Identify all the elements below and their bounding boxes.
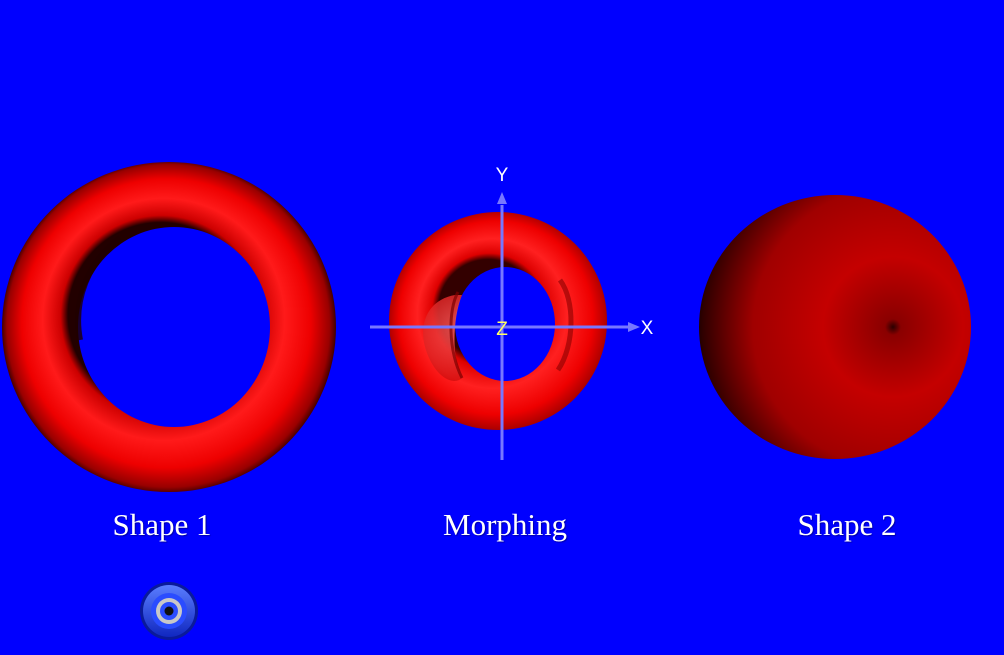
select-shape-button[interactable] xyxy=(139,581,199,641)
morphing-torus xyxy=(389,212,607,430)
y-arrow-icon xyxy=(497,192,507,204)
shape2-label: Shape 2 xyxy=(797,507,897,542)
shape1-label: Shape 1 xyxy=(112,507,212,542)
axes-gizmo xyxy=(370,192,640,460)
target-ring-icon xyxy=(140,582,198,640)
shape1-torus xyxy=(2,162,336,492)
morphing-label: Morphing xyxy=(443,507,567,542)
axis-y-label: Y xyxy=(495,165,509,186)
x-arrow-icon xyxy=(628,322,640,332)
axis-x-label: X xyxy=(640,318,654,339)
shape2-sphere xyxy=(699,195,971,459)
axis-z-label: Z xyxy=(496,319,508,340)
